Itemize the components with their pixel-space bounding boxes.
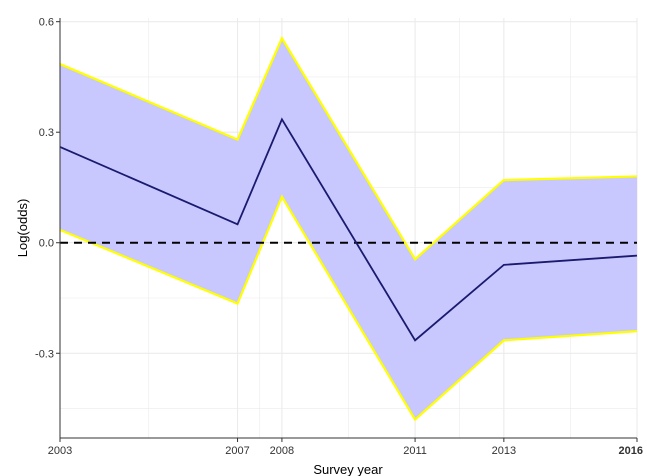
tick-labels: 0.6 0.3 0.0 -0.3 2003 2007 2008 2011 2013 2016	[35, 17, 643, 457]
x-tick-label: 2008	[270, 445, 294, 457]
x-tick-label: 2003	[48, 445, 72, 457]
ci-upper-line	[59, 35, 638, 262]
x-tick-label: 2013	[492, 445, 516, 457]
y-tick-label: -0.3	[35, 348, 54, 360]
y-tick-label: 0.3	[39, 127, 54, 139]
x-tick-label: 2011	[403, 445, 427, 457]
axes	[56, 18, 638, 442]
x-axis-title: Survey year	[313, 462, 383, 476]
x-tick-label: 2016	[619, 445, 643, 457]
y-tick-label: 0.0	[39, 238, 54, 250]
y-axis-title: Log(odds)	[15, 199, 30, 258]
x-tick-label: 2007	[225, 445, 249, 457]
y-tick-label: 0.6	[39, 17, 54, 29]
series-line	[59, 117, 638, 342]
ci-lower-line	[59, 194, 638, 422]
